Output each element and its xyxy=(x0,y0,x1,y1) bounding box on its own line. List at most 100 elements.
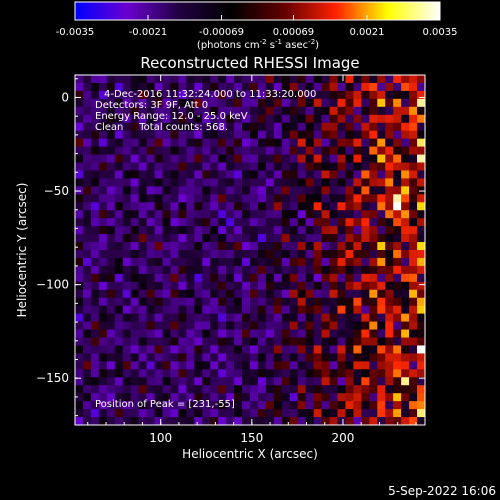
image-cell xyxy=(297,210,306,219)
image-cell xyxy=(138,226,147,235)
image-cell xyxy=(106,218,116,227)
image-cell xyxy=(273,377,283,386)
image-cell xyxy=(130,297,139,306)
x-tick-label: 200 xyxy=(332,431,355,445)
image-cell xyxy=(162,210,171,219)
image-cell xyxy=(218,138,227,147)
image-cell xyxy=(377,90,386,100)
image-cell xyxy=(194,202,203,211)
image-cell xyxy=(361,265,370,275)
image-cell xyxy=(194,75,203,84)
image-cell xyxy=(146,369,155,378)
image-cell xyxy=(154,250,163,259)
image-cell xyxy=(313,353,322,362)
image-cell xyxy=(385,337,394,346)
image-cell xyxy=(353,401,362,410)
image-cell xyxy=(305,321,314,330)
image-cell xyxy=(369,154,378,163)
image-cell xyxy=(417,218,425,227)
image-cell xyxy=(401,337,410,346)
image-cell xyxy=(114,90,124,100)
image-cell xyxy=(369,210,378,219)
image-cell xyxy=(361,75,370,84)
image-cell xyxy=(154,289,163,299)
image-cell xyxy=(146,170,155,179)
image-cell xyxy=(305,369,314,378)
image-cell xyxy=(170,90,179,100)
image-cell xyxy=(106,321,116,330)
image-cell xyxy=(90,114,100,124)
image-cell xyxy=(361,162,370,171)
image-cell xyxy=(369,106,378,116)
colorbar-tick-label: 0.0035 xyxy=(423,27,458,38)
image-cell xyxy=(90,122,100,131)
image-cell xyxy=(417,194,425,203)
y-tick-label: −150 xyxy=(36,371,69,385)
image-cell xyxy=(345,401,354,410)
image-cell xyxy=(106,210,116,219)
image-cell xyxy=(130,393,139,402)
image-cell xyxy=(393,162,402,171)
image-cell xyxy=(98,377,108,386)
image-cell xyxy=(417,242,425,251)
image-cell xyxy=(305,401,314,410)
image-cell xyxy=(329,417,338,425)
image-cell xyxy=(361,305,370,314)
image-cell xyxy=(114,98,124,108)
image-cell xyxy=(130,250,139,259)
image-cell xyxy=(345,170,354,179)
image-cell xyxy=(194,250,203,259)
image-cell xyxy=(75,90,84,100)
image-cell xyxy=(289,250,299,259)
image-cell xyxy=(98,321,108,330)
image-cell xyxy=(178,401,187,410)
image-cell xyxy=(329,329,338,338)
image-cell xyxy=(106,250,116,259)
image-cell xyxy=(170,273,179,283)
image-cell xyxy=(401,265,410,275)
image-cell xyxy=(393,98,402,108)
image-cell xyxy=(281,409,291,418)
image-cell xyxy=(138,369,147,378)
image-cell xyxy=(218,90,227,100)
image-cell xyxy=(202,194,211,203)
image-cell xyxy=(385,417,394,425)
image-cell xyxy=(170,281,179,291)
image-cell xyxy=(337,98,346,108)
image-cell xyxy=(218,154,227,163)
image-cell xyxy=(289,106,299,116)
image-cell xyxy=(401,242,410,251)
image-cell xyxy=(218,257,227,267)
image-cell xyxy=(146,401,155,410)
image-cell xyxy=(242,265,251,275)
image-cell xyxy=(329,130,338,139)
image-cell xyxy=(186,345,195,354)
image-cell xyxy=(345,353,354,362)
image-cell xyxy=(409,273,418,283)
image-cell xyxy=(75,82,84,92)
image-cell xyxy=(114,138,124,147)
image-cell xyxy=(385,313,394,322)
image-cell xyxy=(345,417,354,425)
image-cell xyxy=(297,305,306,314)
image-cell xyxy=(138,138,147,147)
image-cell xyxy=(98,265,108,275)
image-cell xyxy=(75,321,84,330)
image-cell xyxy=(321,345,330,354)
image-cell xyxy=(401,154,410,163)
image-cell xyxy=(242,130,251,139)
image-cell xyxy=(98,369,108,378)
image-cell xyxy=(265,250,275,259)
image-cell xyxy=(377,353,386,362)
image-cell xyxy=(202,337,211,346)
image-cell xyxy=(297,250,306,259)
image-cell xyxy=(281,75,291,84)
image-cell xyxy=(98,337,108,346)
image-cell xyxy=(257,114,267,124)
image-cell xyxy=(369,234,378,243)
image-cell xyxy=(210,114,219,124)
image-cell xyxy=(313,273,322,283)
image-cell xyxy=(114,281,124,291)
image-cell xyxy=(114,178,124,187)
image-cell xyxy=(297,106,306,116)
